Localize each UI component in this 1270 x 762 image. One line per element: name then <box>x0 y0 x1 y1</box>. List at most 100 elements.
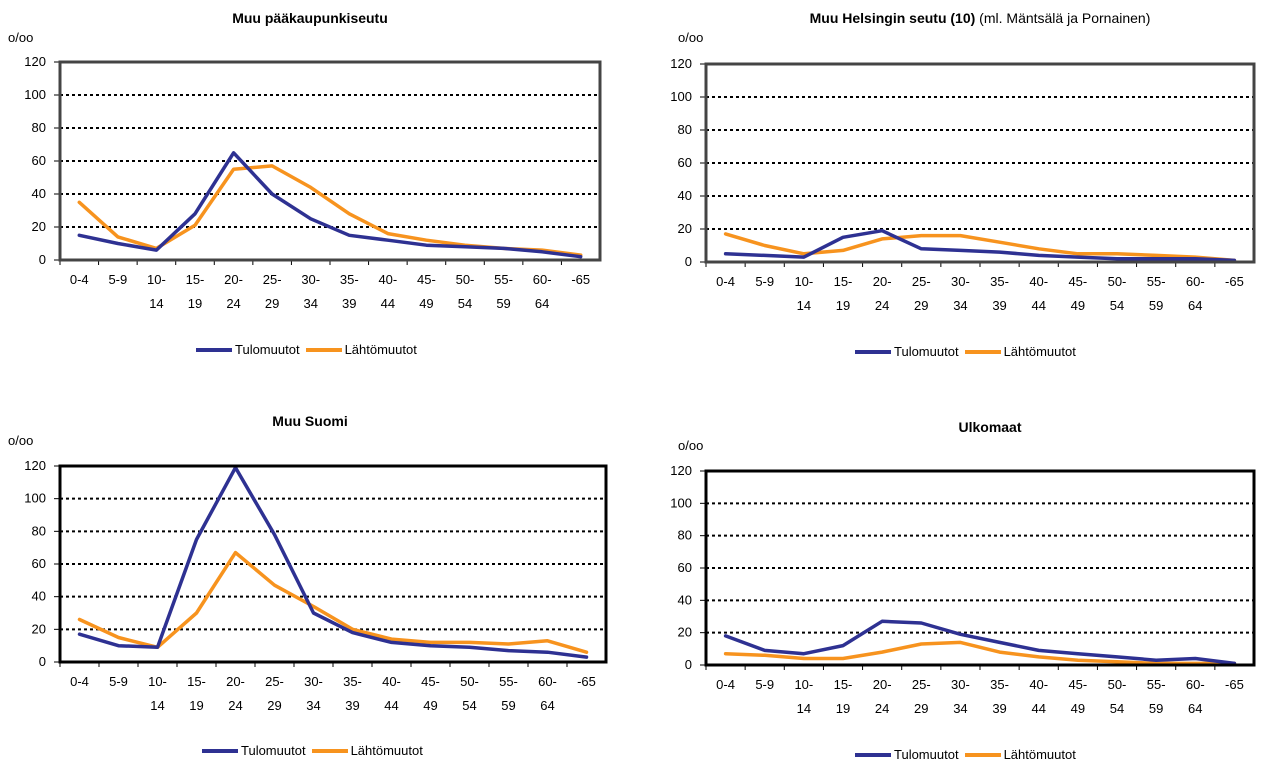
x-tick-label: 44 <box>384 698 398 713</box>
chart-title: Muu pääkaupunkiseutu <box>232 10 388 26</box>
plot-frame <box>58 464 608 664</box>
legend-label: Tulomuutot <box>894 344 959 359</box>
x-tick-label: 45- <box>417 272 436 287</box>
x-tick-label: 10- <box>794 677 813 692</box>
x-tick-label: 35- <box>340 272 359 287</box>
x-tick-label: 25- <box>265 674 284 689</box>
x-tick-label: 34 <box>303 296 317 311</box>
x-tick-label: 50- <box>460 674 479 689</box>
chart-title: Muu Helsingin seutu (10) (ml. Mäntsälä j… <box>809 10 1151 26</box>
x-tick-label: 0-4 <box>70 272 89 287</box>
chart-legend: Tulomuutot Lähtömuutot <box>855 747 1082 762</box>
chart-title: Ulkomaat <box>958 419 1022 435</box>
legend-swatch-lahto <box>964 349 1001 354</box>
chart-title: Muu Suomi <box>272 413 348 429</box>
y-tick-label: 20 <box>32 219 46 234</box>
chart-panel-2: Muu Helsingin seutu (10) (ml. Mäntsälä j… <box>650 0 1270 380</box>
x-tick-label: 24 <box>875 701 889 716</box>
x-tick-label: 39 <box>345 698 359 713</box>
x-tick-label: 14 <box>797 298 811 313</box>
legend-swatch-lahto <box>305 347 342 352</box>
x-tick-label: 25- <box>263 272 282 287</box>
x-tick-label: 45- <box>1068 274 1087 289</box>
plot-frame <box>704 62 1256 264</box>
x-tick-label: 44 <box>1031 701 1045 716</box>
y-tick-label: 100 <box>670 495 692 510</box>
x-tick-label: 14 <box>797 701 811 716</box>
x-tick-label: 19 <box>836 701 850 716</box>
x-tick-label: 40- <box>1029 274 1048 289</box>
y-tick-label: 80 <box>32 523 46 538</box>
y-tick-label: 60 <box>678 560 692 575</box>
legend-swatch-lahto <box>311 748 348 753</box>
x-tick-label: 24 <box>226 296 240 311</box>
x-tick-label: 59 <box>496 296 510 311</box>
legend-label: Lähtömuutot <box>1003 344 1076 359</box>
unit-label: o/oo <box>678 438 704 453</box>
x-tick-label: 60- <box>1186 274 1205 289</box>
line-chart: 0 20 40 60 80 100 120 0-4 5-9 10- 14 15- 19 20- 24 25- 2… <box>670 463 1256 716</box>
legend-swatch-tulo <box>196 347 232 352</box>
y-tick-label: 120 <box>670 56 692 71</box>
x-tick-label: 14 <box>150 698 164 713</box>
x-tick-label: 59 <box>1149 701 1163 716</box>
x-tick-label: 30- <box>304 674 323 689</box>
x-tick-label: 0-4 <box>70 674 89 689</box>
x-tick-label: 34 <box>953 298 967 313</box>
x-tick-label: 14 <box>149 296 163 311</box>
line-chart: 0 20 40 60 80 100 120 0-4 5-9 10- 14 15- 19 20- 24 25- 2… <box>24 458 608 713</box>
x-tick-label: 35- <box>990 274 1009 289</box>
y-tick-label: 20 <box>678 221 692 236</box>
x-tick-label: 30- <box>301 272 320 287</box>
x-tick-label: 15- <box>187 674 206 689</box>
y-tick-label: 0 <box>685 254 692 269</box>
legend-label: Lähtömuutot <box>350 743 423 758</box>
x-tick-label: 20- <box>226 674 245 689</box>
unit-label: o/oo <box>8 30 34 45</box>
x-tick-label: 55- <box>494 272 513 287</box>
x-tick-label: 29 <box>914 701 928 716</box>
chart-legend: Tulomuutot Lähtömuutot <box>202 743 429 758</box>
x-tick-label: 19 <box>189 698 203 713</box>
x-tick-label: 0-4 <box>716 677 735 692</box>
plot-frame <box>58 60 602 262</box>
x-tick-label: 10- <box>148 674 167 689</box>
x-tick-label: 19 <box>188 296 202 311</box>
x-tick-label: -65 <box>1225 274 1244 289</box>
x-tick-label: 40- <box>382 674 401 689</box>
y-tick-label: 120 <box>24 54 46 69</box>
y-tick-label: 0 <box>39 654 46 669</box>
y-tick-label: 40 <box>32 589 46 604</box>
x-tick-label: 20- <box>873 677 892 692</box>
x-tick-label: 10- <box>794 274 813 289</box>
x-tick-label: 15- <box>834 677 853 692</box>
x-tick-label: 24 <box>875 298 889 313</box>
x-tick-label: -65 <box>571 272 590 287</box>
x-tick-label: 54 <box>1110 298 1124 313</box>
x-tick-label: 29 <box>267 698 281 713</box>
x-tick-label: 40- <box>378 272 397 287</box>
x-tick-label: 40- <box>1029 677 1048 692</box>
legend-label: Tulomuutot <box>235 342 300 357</box>
y-tick-label: 20 <box>678 625 692 640</box>
x-tick-label: 34 <box>953 701 967 716</box>
y-tick-label: 80 <box>32 120 46 135</box>
y-tick-label: 100 <box>24 491 46 506</box>
series-line-lähtömuutot <box>77 164 583 257</box>
y-tick-label: 0 <box>685 657 692 672</box>
x-tick-label: 49 <box>1071 701 1085 716</box>
x-tick-label: 54 <box>1110 701 1124 716</box>
x-tick-label: 15- <box>186 272 205 287</box>
x-tick-label: 55- <box>1147 677 1166 692</box>
legend-swatch-tulo <box>855 349 891 354</box>
x-tick-label: 64 <box>540 698 554 713</box>
x-tick-label: 20- <box>224 272 243 287</box>
x-tick-label: 49 <box>419 296 433 311</box>
chart-panel-1: Muu pääkaupunkiseutu o/oo 0 20 40 60 80 100 12… <box>0 0 620 380</box>
x-tick-label: 50- <box>1108 274 1127 289</box>
y-tick-label: 80 <box>678 528 692 543</box>
x-tick-label: 20- <box>873 274 892 289</box>
y-tick-label: 120 <box>670 463 692 478</box>
x-tick-label: 49 <box>1071 298 1085 313</box>
x-tick-label: 64 <box>1188 298 1202 313</box>
